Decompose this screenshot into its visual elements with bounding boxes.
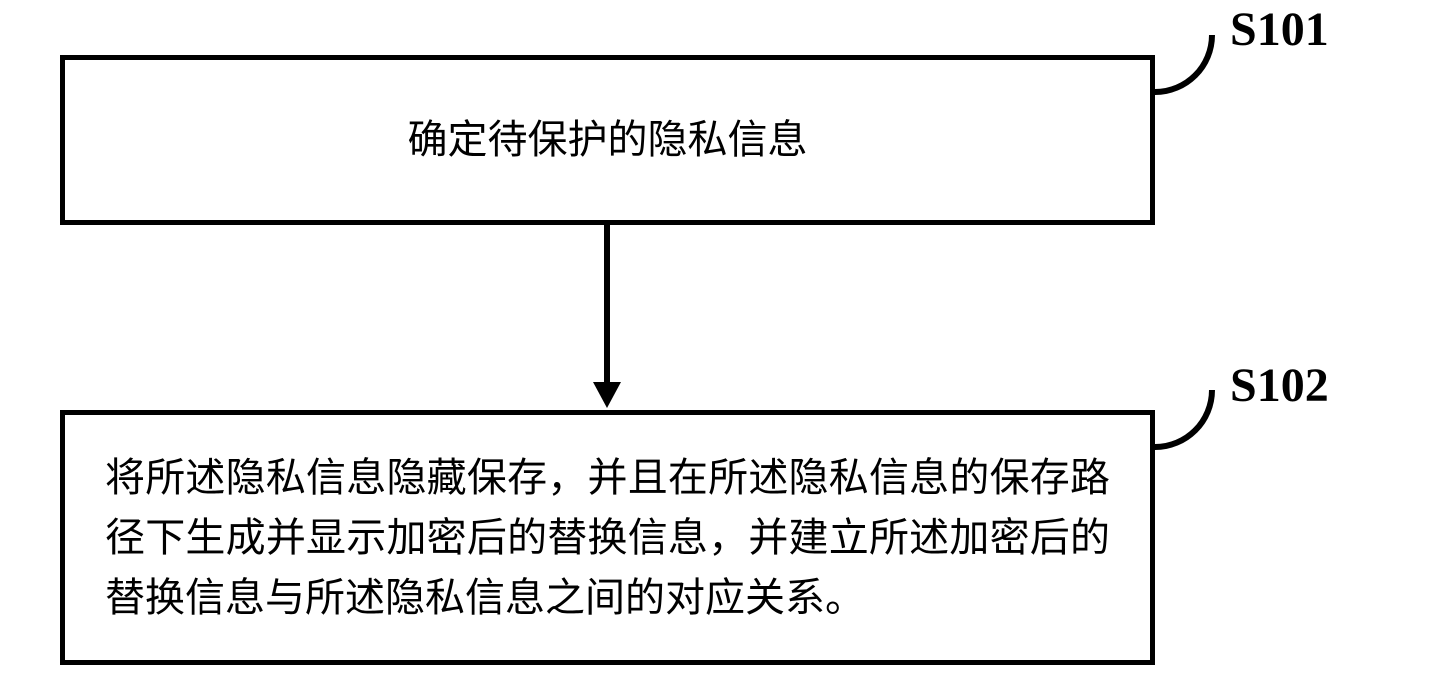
label-connector-1 (1155, 35, 1215, 95)
flowchart-step-1: 确定待保护的隐私信息 (60, 55, 1155, 225)
step-1-label: S101 (1230, 2, 1329, 57)
step-2-text: 将所述隐私信息隐藏保存，并且在所述隐私信息的保存路径下生成并显示加密后的替换信息… (105, 448, 1110, 628)
arrow-line (604, 225, 610, 385)
step-1-text: 确定待保护的隐私信息 (408, 110, 808, 170)
label-connector-2 (1155, 390, 1215, 450)
arrow-head-icon (593, 382, 621, 408)
flowchart-step-2: 将所述隐私信息隐藏保存，并且在所述隐私信息的保存路径下生成并显示加密后的替换信息… (60, 410, 1155, 665)
step-2-label: S102 (1230, 358, 1329, 413)
